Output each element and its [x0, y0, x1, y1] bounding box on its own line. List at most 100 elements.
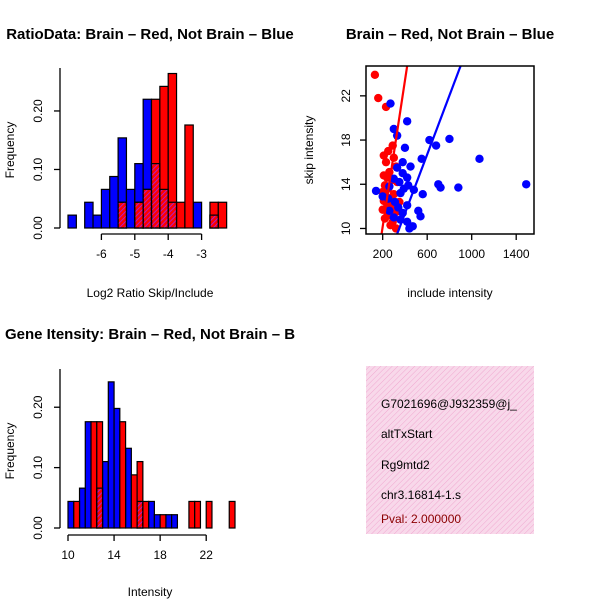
ratio-bar-brain — [184, 124, 194, 229]
scatter-y-tick-label: 14 — [339, 177, 353, 191]
intensity-bar-not-brain — [107, 381, 115, 529]
intensity-x-axis-label: Intensity — [128, 585, 173, 599]
intensity-y-tick-label: 0.00 — [31, 516, 45, 540]
intensity-bar-not-brain — [101, 460, 109, 529]
intensity-bar-not-brain — [165, 514, 173, 529]
scatter-point-not-brain — [418, 190, 427, 199]
scatter-point-not-brain — [386, 99, 395, 108]
ratio-bar-not-brain — [67, 214, 77, 229]
intensity-y-axis-label: Frequency — [3, 423, 17, 480]
scatter-point-not-brain — [402, 173, 412, 182]
intensity-bar-brain — [159, 514, 167, 529]
scatter-y-axis-label: skip intensity — [302, 116, 316, 185]
ratio-y-tick-label: 0.00 — [31, 216, 45, 240]
scatter-point-not-brain — [398, 157, 407, 167]
ratio-bar-overlap — [117, 201, 128, 229]
fit-line-brain — [380, 66, 409, 234]
intensity-bar-brain — [119, 421, 127, 529]
scatter-point-not-brain — [431, 141, 441, 150]
intensity-y-tick-label: 0.10 — [31, 456, 45, 480]
intensity-x-tick-label: 10 — [61, 548, 75, 562]
fit-line-not-brain — [396, 66, 462, 234]
intensity-bar-not-brain — [171, 514, 179, 529]
intensity-bar-not-brain — [84, 421, 92, 529]
scatter-plot-frame — [365, 65, 535, 235]
intensity-bar-not-brain — [124, 447, 132, 529]
intensity-bar-brain — [205, 500, 213, 529]
scatter-point-brain — [381, 157, 391, 167]
info-line-location: chr3.16814-1.s — [381, 488, 461, 502]
scatter-point-not-brain — [371, 186, 381, 196]
ratio-x-axis-label: Log2 Ratio Skip/Include — [87, 286, 214, 300]
scatter-point-not-brain — [406, 162, 415, 171]
ratio-bar-overlap — [167, 201, 178, 229]
intensity-bar-brain — [194, 500, 202, 529]
scatter-point-not-brain — [436, 183, 445, 192]
ratio-histogram-panel: RatioData: Brain – Red, Not Brain – Blue… — [3, 26, 294, 300]
scatter-x-tick-label: 600 — [417, 247, 437, 261]
intensity-bar-overlap — [96, 487, 104, 529]
ratio-bar-overlap — [209, 214, 219, 229]
scatter-point-not-brain — [475, 154, 484, 164]
intensity-bar-not-brain — [153, 514, 161, 529]
scatter-chart-title: Brain – Red, Not Brain – Blue — [346, 26, 554, 43]
intensity-bar-not-brain — [148, 500, 155, 529]
intensity-bar-brain — [73, 500, 81, 529]
info-box-background — [366, 366, 534, 534]
ratio-bar-not-brain — [84, 201, 94, 229]
intensity-bar-brain — [90, 421, 98, 529]
ratio-y-axis-label: Frequency — [3, 122, 17, 179]
scatter-point-not-brain — [389, 124, 399, 134]
ratio-bar-brain — [217, 201, 228, 229]
ratio-bar-overlap — [159, 188, 169, 229]
scatter-point-not-brain — [454, 183, 463, 192]
scatter-x-tick-label: 1000 — [458, 247, 485, 261]
scatter-point-not-brain — [389, 213, 399, 222]
info-line-gene: Rg9mtd2 — [381, 458, 430, 472]
intensity-bar-brain — [188, 500, 196, 529]
ratio-x-tick-label: -6 — [96, 247, 107, 261]
info-box: G7021696@J932359@j_ altTxStart Rg9mtd2 c… — [366, 366, 534, 534]
scatter-x-axis-label: include intensity — [407, 286, 492, 300]
ratio-x-tick-label: -5 — [129, 247, 140, 261]
intensity-bar-brain — [228, 500, 236, 529]
ratio-bar-not-brain — [192, 201, 203, 229]
intensity-x-tick-label: 22 — [200, 548, 214, 562]
scatter-point-not-brain — [405, 224, 414, 233]
ratio-bar-brain — [175, 201, 186, 229]
scatter-x-tick-label: 200 — [373, 247, 393, 261]
scatter-y-tick-label: 22 — [339, 89, 353, 103]
intensity-y-tick-label: 0.20 — [31, 395, 45, 419]
ratio-bar-not-brain — [125, 188, 136, 229]
scatter-point-brain — [379, 151, 389, 160]
scatter-y-tick-label: 10 — [339, 221, 353, 235]
ratio-bar-not-brain — [92, 214, 103, 229]
ratio-x-tick-label: -4 — [163, 247, 174, 261]
ratio-y-tick-label: 0.10 — [31, 157, 45, 181]
scatter-marks — [370, 66, 531, 234]
intensity-bar-not-brain — [113, 407, 121, 529]
intensity-axes: 10 14 18 22 0.00 0.10 0.20 — [31, 369, 213, 562]
ratio-chart-title: RatioData: Brain – Red, Not Brain – Blue — [6, 26, 294, 43]
scatter-point-not-brain — [414, 206, 423, 215]
info-line-id: G7021696@J932359@j_ — [381, 397, 517, 411]
scatter-point-brain — [370, 70, 380, 80]
ratio-bars — [67, 72, 228, 229]
intensity-x-tick-label: 18 — [153, 548, 167, 562]
scatter-y-tick-label: 18 — [339, 133, 353, 147]
scatter-point-not-brain — [395, 177, 404, 187]
ratio-x-tick-label: -3 — [196, 247, 207, 261]
intensity-chart-title: Gene Itensity: Brain – Red, Not Brain – … — [5, 326, 295, 343]
ratio-bar-overlap — [142, 188, 153, 229]
intensity-bar-not-brain — [78, 487, 86, 529]
ratio-axes: -6 -5 -4 -3 0.00 0.10 0.20 — [31, 68, 207, 261]
ratio-bar-not-brain — [109, 175, 119, 229]
scatter-point-not-brain — [392, 163, 402, 172]
intensity-x-tick-label: 14 — [107, 548, 121, 562]
intensity-histogram-panel: Gene Itensity: Brain – Red, Not Brain – … — [3, 326, 295, 599]
scatter-point-not-brain — [396, 188, 405, 198]
scatter-point-not-brain — [445, 134, 454, 144]
scatter-panel: Brain – Red, Not Brain – Blue 200 600 1000… — [302, 26, 554, 300]
scatter-point-not-brain — [402, 117, 412, 126]
